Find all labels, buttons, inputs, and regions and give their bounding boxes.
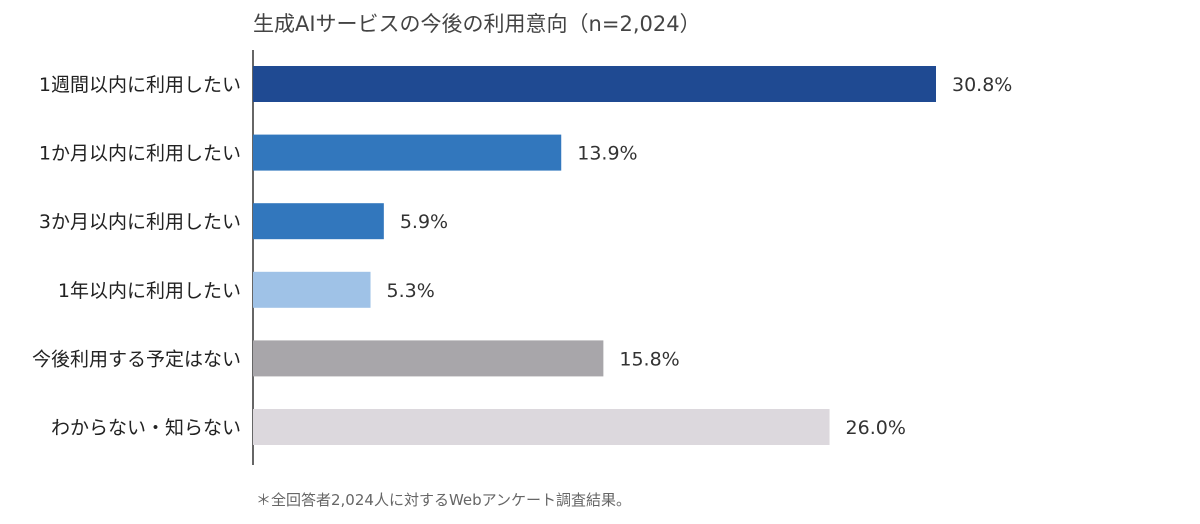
bar xyxy=(253,66,936,102)
category-label: 1年以内に利用したい xyxy=(58,280,241,302)
value-label: 5.3% xyxy=(387,280,435,302)
footnote: ＊全回答者2,024人に対するWebアンケート調査結果。 xyxy=(256,491,632,509)
value-label: 26.0% xyxy=(846,417,906,439)
chart-title: 生成AIサービスの今後の利用意向（n=2,024） xyxy=(253,12,701,36)
category-label: 1週間以内に利用したい xyxy=(39,74,241,96)
category-label: わからない・知らない xyxy=(51,417,241,439)
bar xyxy=(253,340,604,377)
bar xyxy=(253,271,371,308)
value-label: 5.9% xyxy=(400,211,448,233)
value-label: 15.8% xyxy=(619,348,679,370)
bar xyxy=(253,203,384,240)
category-label: 1か月以内に利用したい xyxy=(39,143,241,165)
value-label: 30.8% xyxy=(952,74,1012,96)
bar xyxy=(253,409,830,445)
value-label: 13.9% xyxy=(577,143,637,165)
category-label: 3か月以内に利用したい xyxy=(39,211,241,233)
bar xyxy=(253,134,562,171)
category-label: 今後利用する予定はない xyxy=(32,348,241,370)
